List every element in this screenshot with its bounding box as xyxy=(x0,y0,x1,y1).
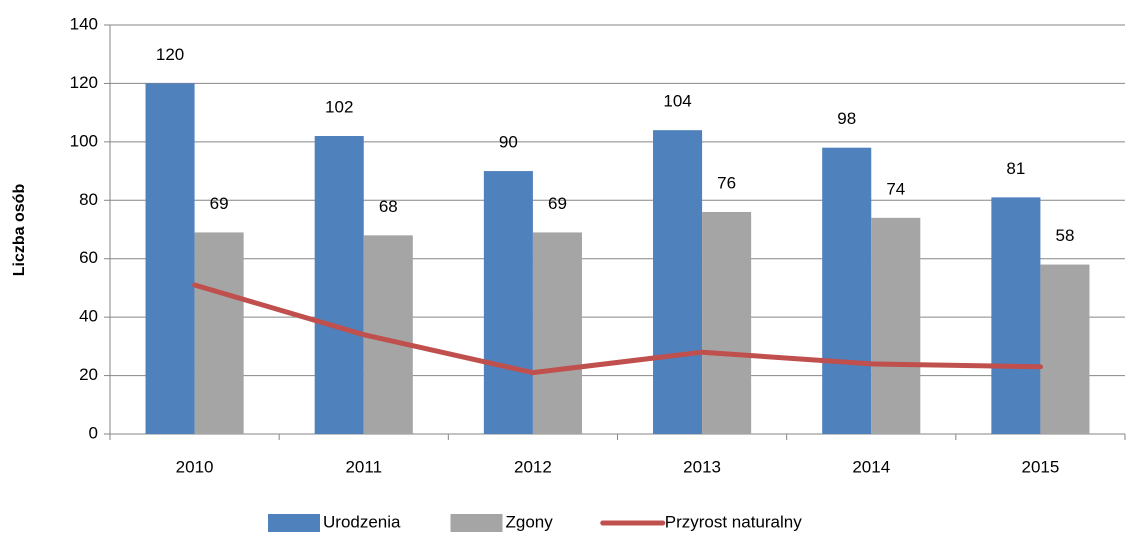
x-tick-label: 2012 xyxy=(514,457,552,476)
legend-label: Zgony xyxy=(506,512,554,531)
line xyxy=(192,282,1043,376)
legend-swatch xyxy=(450,514,503,532)
data-label: 69 xyxy=(548,194,567,213)
data-label: 81 xyxy=(1006,159,1025,178)
bar xyxy=(483,171,533,435)
data-label: 102 xyxy=(325,97,353,116)
bar xyxy=(145,83,195,434)
x-tick-label: 2011 xyxy=(345,457,382,476)
data-label: 90 xyxy=(499,133,518,152)
bar xyxy=(1040,264,1090,434)
data-label: 104 xyxy=(663,92,691,111)
bar xyxy=(194,232,244,434)
x-tick-label: 2014 xyxy=(852,457,890,476)
y-tick-label: 0 xyxy=(89,423,98,442)
x-tick-label: 2010 xyxy=(176,457,214,476)
bar xyxy=(532,232,582,434)
legend-label: Urodzenia xyxy=(323,512,401,531)
x-tick-label: 2015 xyxy=(1022,457,1060,476)
data-label: 98 xyxy=(837,109,856,128)
y-tick-label: 140 xyxy=(70,14,98,33)
x-tick-label: 2013 xyxy=(683,457,721,476)
y-tick-label: 40 xyxy=(79,307,98,326)
data-label: 74 xyxy=(886,179,905,198)
bar xyxy=(991,197,1041,434)
bar xyxy=(871,217,921,434)
y-tick-label: 60 xyxy=(79,248,98,267)
data-label: 120 xyxy=(156,45,184,64)
legend-swatch xyxy=(268,514,320,532)
data-label: 68 xyxy=(379,197,398,216)
bar xyxy=(822,147,872,434)
y-tick-label: 120 xyxy=(70,73,98,92)
data-label: 58 xyxy=(1055,226,1074,245)
data-label: 69 xyxy=(210,194,229,213)
legend-label: Przyrost naturalny xyxy=(665,512,802,531)
bar xyxy=(314,136,364,434)
bar xyxy=(702,211,752,434)
y-axis-title: Liczba osób xyxy=(11,184,28,277)
y-tick-label: 100 xyxy=(70,131,98,150)
y-tick-label: 20 xyxy=(79,365,98,384)
bar xyxy=(653,130,703,434)
data-label: 76 xyxy=(717,173,736,192)
y-tick-label: 80 xyxy=(79,190,98,209)
